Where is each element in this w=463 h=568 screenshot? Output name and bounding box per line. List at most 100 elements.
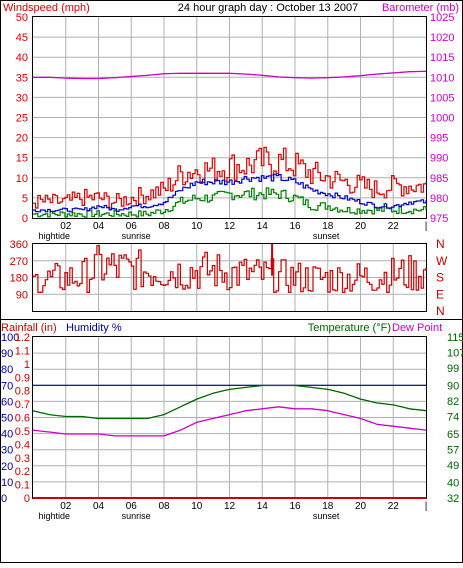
event-label-sunset: sunset (313, 511, 340, 521)
time-tick-label: 08 (158, 221, 170, 232)
windspeed-tick-label: 15 (16, 153, 28, 165)
barometer-tick-label: 995 (430, 133, 448, 145)
barometer-line (33, 70, 427, 80)
dewpoint-line (32, 406, 427, 437)
time-tick-label: 02 (60, 501, 72, 512)
direction-tick-label: 360 (10, 239, 28, 251)
rainfall-tick-label: 0.7 (15, 399, 30, 411)
humidity-tick-label: 90 (1, 348, 13, 360)
rainfall-tick-label: 0.2 (15, 466, 30, 478)
time-tick-label: 18 (322, 501, 334, 512)
temperature-tick-label: 99 (447, 363, 459, 375)
rainfall-tick-label: 0.3 (15, 453, 30, 465)
time-tick-label: | (425, 221, 428, 232)
humidity-tick-label: 40 (1, 429, 13, 441)
humidity-tick-label: 80 (1, 364, 13, 376)
temperature-tick-label: 82 (447, 396, 459, 408)
time-tick-label: 22 (388, 221, 400, 232)
barometer-tick-label: 1020 (430, 32, 454, 44)
time-tick-label: 02 (60, 221, 72, 232)
time-tick-label: 06 (126, 221, 138, 232)
rainfall-tick-label: 1.1 (15, 345, 30, 357)
dewpoint-axis-title: Dew Point (392, 322, 442, 334)
event-label-hightide: hightide (39, 231, 71, 241)
barometer-tick-label: 980 (430, 193, 448, 205)
rainfall-tick-label: 0.1 (15, 480, 30, 492)
barometer-tick-label: 990 (430, 153, 448, 165)
time-tick-label: 10 (191, 221, 203, 232)
direction-tick-label: 90 (16, 289, 28, 301)
barometer-tick-label: 1005 (430, 92, 454, 104)
rainfall-tick-label: 0.4 (15, 439, 30, 451)
time-tick-label: 20 (355, 501, 367, 512)
bottom-series (32, 384, 427, 499)
time-tick-label: 16 (289, 501, 301, 512)
compass-letter-e: E (436, 287, 444, 301)
temperature-tick-label: 90 (447, 380, 459, 392)
direction-grid (33, 244, 426, 311)
time-tick-label: 06 (126, 501, 138, 512)
top-plot-frame (32, 16, 427, 219)
windspeed-tick-label: 10 (16, 173, 28, 185)
compass-letter-n: N (436, 237, 445, 251)
barometer-tick-label: 1000 (430, 113, 454, 125)
bottom-time-axis: 02 04 06 08 10 12 14 16 18 20 22 | hightide sunrise su… (39, 501, 428, 521)
time-tick-label: 14 (257, 501, 269, 512)
humidity-tick-label: 50 (1, 413, 13, 425)
top-time-axis: 02 04 06 08 10 12 14 16 18 20 22 | hightide sunrise su… (39, 221, 428, 241)
windspeed-axis-title: Windspeed (mph) (3, 2, 90, 14)
event-label-sunrise: sunrise (122, 511, 151, 521)
compass-letter-w: W (436, 254, 448, 268)
bottom-axis-ticks: 010203040506070809010000.10.20.30.40.50.… (1, 332, 463, 505)
barometer-tick-label: 975 (430, 213, 448, 225)
windspeed-tick-label: 40 (16, 52, 28, 64)
humidity-tick-label: 20 (1, 461, 13, 473)
temperature-tick-label: 115 (447, 332, 463, 344)
time-tick-label: 18 (322, 221, 334, 232)
time-tick-label: 04 (93, 501, 105, 512)
blue-wind-line (33, 173, 427, 213)
top-grid (33, 17, 426, 218)
time-tick-label: 22 (388, 501, 400, 512)
temperature-tick-label: 57 (447, 445, 459, 457)
time-tick-label: | (425, 501, 428, 512)
temperature-tick-label: 32 (447, 493, 459, 505)
temperature-tick-label: 107 (447, 348, 463, 360)
time-tick-label: 14 (257, 221, 269, 232)
green-wind-line (33, 187, 427, 218)
windspeed-tick-label: 0 (22, 213, 28, 225)
time-tick-label: 04 (93, 221, 105, 232)
windspeed-tick-label: 25 (16, 113, 28, 125)
temperature-axis-title: Temperature (°F) (308, 322, 391, 334)
humidity-tick-label: 10 (1, 477, 13, 489)
windspeed-tick-label: 50 (16, 12, 28, 24)
temperature-tick-label: 65 (447, 429, 459, 441)
humidity-tick-label: 70 (1, 380, 13, 392)
bottom-grid (33, 337, 426, 498)
temperature-tick-label: 40 (447, 477, 459, 489)
compass-letter-s: S (436, 271, 444, 285)
humidity-tick-label: 100 (1, 332, 19, 344)
barometer-tick-label: 1015 (430, 52, 454, 64)
top-series (33, 70, 427, 218)
temperature-line (32, 384, 427, 420)
time-tick-label: 12 (224, 221, 236, 232)
humidity-tick-label: 0 (1, 493, 7, 505)
time-tick-label: 16 (289, 221, 301, 232)
event-label-sunrise: sunrise (122, 231, 151, 241)
rainfall-tick-label: 0.8 (15, 386, 30, 398)
event-label-sunset: sunset (313, 231, 340, 241)
rainfall-tick-label: 0.6 (15, 413, 30, 425)
temperature-tick-label: 49 (447, 460, 459, 472)
humidity-tick-label: 60 (1, 396, 13, 408)
time-tick-label: 12 (224, 501, 236, 512)
barometer-tick-label: 1025 (430, 12, 454, 24)
time-tick-label: 10 (191, 501, 203, 512)
rainfall-axis-title: Rainfall (in) (1, 322, 57, 334)
windspeed-tick-label: 5 (22, 193, 28, 205)
rainfall-tick-label: 0.5 (15, 426, 30, 438)
event-label-hightide: hightide (39, 511, 71, 521)
